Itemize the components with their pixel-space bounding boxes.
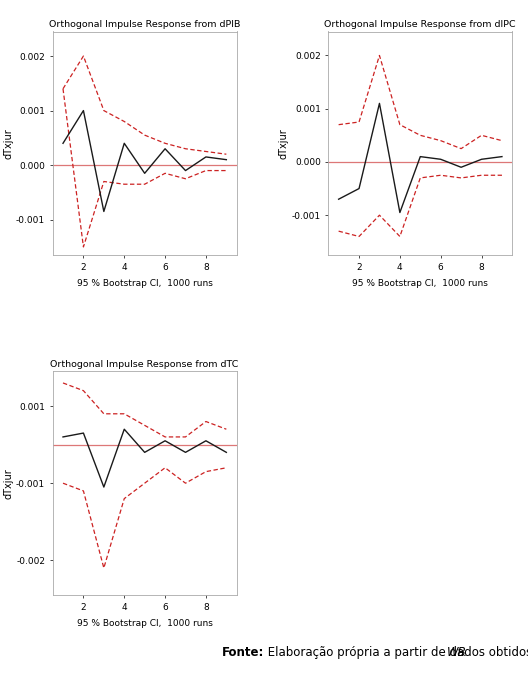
Title: Orthogonal Impulse Response from dPIB: Orthogonal Impulse Response from dPIB — [49, 20, 240, 29]
Text: Elaboração própria a partir de dados obtidos no BCV e: Elaboração própria a partir de dados obt… — [264, 646, 528, 659]
Text: WB: WB — [447, 646, 467, 659]
Y-axis label: dTxjur: dTxjur — [3, 468, 13, 498]
Title: Orthogonal Impulse Response from dIPC: Orthogonal Impulse Response from dIPC — [325, 20, 516, 29]
X-axis label: 95 % Bootstrap CI,  1000 runs: 95 % Bootstrap CI, 1000 runs — [77, 279, 213, 288]
Y-axis label: dTxjur: dTxjur — [3, 128, 13, 159]
Text: .: . — [463, 646, 466, 659]
Y-axis label: dTxjur: dTxjur — [279, 128, 289, 159]
X-axis label: 95 % Bootstrap CI,  1000 runs: 95 % Bootstrap CI, 1000 runs — [77, 619, 213, 628]
Title: Orthogonal Impulse Response from dTC: Orthogonal Impulse Response from dTC — [51, 360, 239, 369]
X-axis label: 95 % Bootstrap CI,  1000 runs: 95 % Bootstrap CI, 1000 runs — [352, 279, 488, 288]
Text: Fonte:: Fonte: — [222, 646, 264, 659]
